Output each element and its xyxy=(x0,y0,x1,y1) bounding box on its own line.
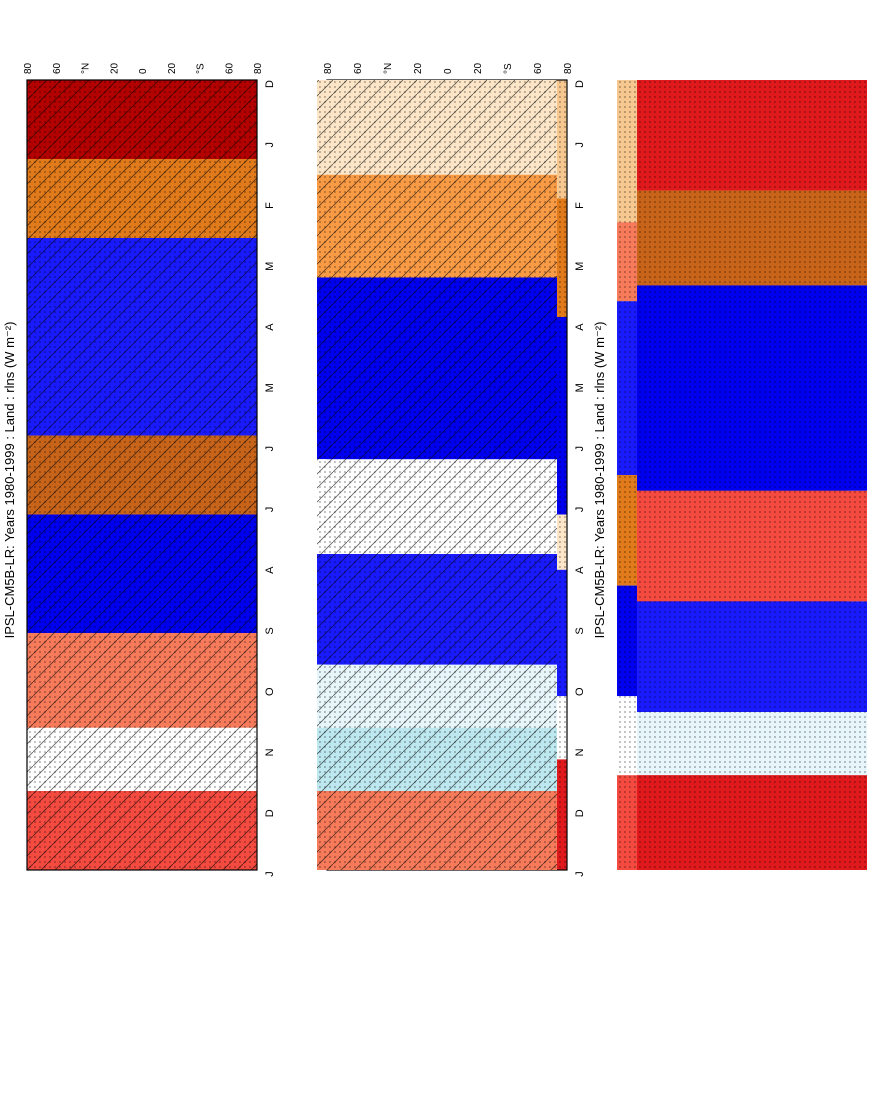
month-tick-label: S xyxy=(264,627,276,634)
lat-tick-label: 80 xyxy=(563,62,574,74)
month-tick-label: D xyxy=(264,80,276,88)
panel-1-title: IPSL-CM5B-LR: Years 1980-1999 : Land : r… xyxy=(2,322,17,639)
month-tick-label: D xyxy=(574,80,586,88)
panel-2-lat-ticks: 80 60 °N 20 0 20 °S 60 80 xyxy=(323,62,574,74)
hatching-overlay xyxy=(317,80,557,870)
month-tick-label: N xyxy=(574,748,586,756)
panel-3-bands xyxy=(317,80,557,870)
panel-3 xyxy=(317,80,557,870)
month-tick-label: O xyxy=(574,687,586,696)
panel-3-heatmap xyxy=(317,80,557,870)
month-tick-label: F xyxy=(264,202,276,209)
lat-tick-label: 60 xyxy=(353,62,364,74)
panel-5-bands xyxy=(637,80,867,871)
lat-tick-label: °S xyxy=(196,63,207,74)
month-tick-label: A xyxy=(574,566,586,574)
lat-tick-label: °S xyxy=(503,63,514,74)
lat-tick-label: 80 xyxy=(323,62,334,74)
month-tick-label: O xyxy=(264,687,276,696)
lat-tick-label: 60 xyxy=(224,62,235,74)
month-tick-label: J xyxy=(264,507,276,513)
lat-tick-label: 80 xyxy=(253,62,264,74)
panel-1-heatmap xyxy=(27,80,257,870)
month-tick-label: A xyxy=(574,323,586,331)
lat-tick-label: °N xyxy=(383,63,394,74)
lat-tick-label: 0 xyxy=(138,68,149,74)
month-tick-label: F xyxy=(574,202,586,209)
month-tick-label: A xyxy=(264,323,276,331)
lat-tick-label: 60 xyxy=(52,62,63,74)
panel-5-heatmap xyxy=(637,80,867,871)
panel-1-month-ticks: D J F M A M J J A S O N D J xyxy=(264,80,276,877)
lat-tick-label: °N xyxy=(81,63,92,74)
panel-5 xyxy=(637,80,867,871)
panel-1-lat-ticks: 80 60 °N 20 0 20 °S 60 80 xyxy=(23,62,264,74)
month-tick-label: J xyxy=(574,871,586,877)
month-tick-label: J xyxy=(264,871,276,877)
month-tick-label: N xyxy=(264,748,276,756)
lat-tick-label: 20 xyxy=(167,62,178,74)
month-tick-label: J xyxy=(574,142,586,148)
lat-tick-label: 20 xyxy=(473,62,484,74)
month-tick-label: A xyxy=(264,566,276,574)
month-tick-label: J xyxy=(264,142,276,148)
panel-2-month-ticks: D J F M A M J J A S O N D J xyxy=(574,80,586,877)
stippling-overlay xyxy=(637,80,867,870)
lat-tick-label: 0 xyxy=(443,68,454,74)
month-tick-label: J xyxy=(574,446,586,452)
month-tick-label: D xyxy=(574,809,586,817)
month-tick-label: J xyxy=(264,446,276,452)
month-tick-label: M xyxy=(574,383,586,392)
panel-1-frame xyxy=(26,79,258,871)
month-tick-label: M xyxy=(264,383,276,392)
lat-tick-label: 20 xyxy=(109,62,120,74)
month-tick-label: D xyxy=(264,809,276,817)
lat-tick-label: 60 xyxy=(533,62,544,74)
lat-tick-label: 80 xyxy=(23,62,34,74)
month-tick-label: S xyxy=(574,627,586,634)
panel-2-title: IPSL-CM5B-LR: Years 1980-1999 : Land : r… xyxy=(592,322,607,639)
panel-1-bands xyxy=(27,80,257,870)
hatching-overlay xyxy=(27,80,257,870)
month-tick-label: M xyxy=(574,262,586,271)
lat-tick-label: 20 xyxy=(413,62,424,74)
panel-1: IPSL-CM5B-LR: Years 1980-1999 : Land : r… xyxy=(2,62,276,876)
month-tick-label: J xyxy=(574,507,586,513)
month-tick-label: M xyxy=(264,262,276,271)
